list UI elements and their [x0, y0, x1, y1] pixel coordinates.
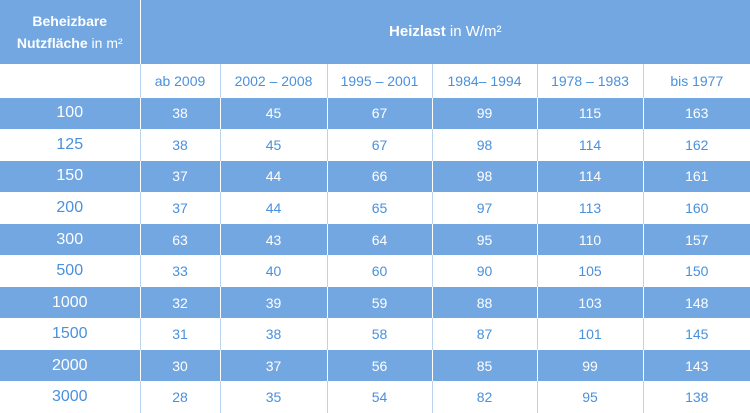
- area-label: Beheizbare: [32, 13, 108, 30]
- data-row: 300 63 43 64 95 110 157: [0, 223, 750, 256]
- load-unit: in W/m²: [449, 23, 502, 41]
- load-cell: 59: [326, 286, 432, 319]
- area-cell: 1500: [51, 325, 88, 343]
- load-cell: 162: [642, 129, 750, 161]
- area-cell: 125: [56, 135, 84, 153]
- load-cell: 148: [642, 286, 750, 319]
- load-cell: 103: [536, 286, 643, 319]
- load-cell: 67: [326, 97, 432, 130]
- load-cell: 90: [431, 255, 537, 287]
- load-cell: 88: [431, 286, 537, 319]
- load-cell: 66: [326, 160, 432, 193]
- area-cell: 100: [56, 104, 84, 122]
- load-cell: 33: [139, 255, 220, 287]
- data-row: 1500 31 38 58 87 101 145: [0, 318, 750, 350]
- area-cell: 3000: [51, 388, 88, 406]
- period-header: 2002 – 2008: [219, 64, 327, 98]
- load-cell: 82: [431, 381, 537, 413]
- load-cell: 60: [326, 255, 432, 287]
- load-cell: 64: [326, 223, 432, 256]
- load-cell: 101: [536, 318, 643, 350]
- period-header: ab 2009: [139, 64, 220, 98]
- period-header: 1984– 1994: [431, 64, 537, 98]
- load-cell: 113: [536, 192, 643, 224]
- load-cell: 85: [431, 349, 537, 382]
- period-header: bis 1977: [642, 64, 750, 98]
- area-unit: in m²: [91, 35, 123, 52]
- data-row: 100 38 45 67 99 115 163: [0, 97, 750, 130]
- period-header: 1978 – 1983: [536, 64, 643, 98]
- load-cell: 98: [431, 160, 537, 193]
- load-cell: 28: [139, 381, 220, 413]
- load-cell: 95: [536, 381, 643, 413]
- load-cell: 114: [536, 160, 643, 193]
- load-cell: 98: [431, 129, 537, 161]
- area-cell: 300: [56, 230, 84, 248]
- load-cell: 31: [139, 318, 220, 350]
- load-cell: 32: [139, 286, 220, 319]
- data-row: 125 38 45 67 98 114 162: [0, 129, 750, 161]
- load-cell: 160: [642, 192, 750, 224]
- period-header: 1995 – 2001: [326, 64, 432, 98]
- load-cell: 67: [326, 129, 432, 161]
- header-row: Beheizbare Nutzfläche in m² Heizlast in …: [0, 0, 750, 65]
- area-label: Nutzfläche: [16, 35, 88, 52]
- data-row: 200 37 44 65 97 113 160: [0, 192, 750, 224]
- load-cell: 38: [139, 97, 220, 130]
- data-row: 1000 32 39 59 88 103 148: [0, 286, 750, 319]
- load-cell: 44: [219, 192, 327, 224]
- data-row: 500 33 40 60 90 105 150: [0, 255, 750, 287]
- load-cell: 143: [642, 349, 750, 382]
- load-cell: 99: [431, 97, 537, 130]
- load-cell: 63: [139, 223, 220, 256]
- load-cell: 58: [326, 318, 432, 350]
- load-label: Heizlast: [389, 23, 446, 41]
- data-row: 2000 30 37 56 85 99 143: [0, 349, 750, 382]
- load-cell: 97: [431, 192, 537, 224]
- load-cell: 40: [219, 255, 327, 287]
- load-cell: 157: [642, 223, 750, 256]
- load-cell: 43: [219, 223, 327, 256]
- load-cell: 99: [536, 349, 643, 382]
- load-cell: 54: [326, 381, 432, 413]
- load-cell: 163: [642, 97, 750, 130]
- load-cell: 38: [219, 318, 327, 350]
- load-cell: 65: [326, 192, 432, 224]
- load-cell: 56: [326, 349, 432, 382]
- load-cell: 37: [139, 192, 220, 224]
- period-row: ab 2009 2002 – 2008 1995 – 2001 1984– 1994 1…: [0, 64, 750, 98]
- load-cell: 39: [219, 286, 327, 319]
- load-cell: 87: [431, 318, 537, 350]
- load-cell: 145: [642, 318, 750, 350]
- area-cell: 150: [56, 167, 84, 185]
- data-row: 150 37 44 66 98 114 161: [0, 160, 750, 193]
- load-cell: 45: [219, 97, 327, 130]
- load-cell: 150: [642, 255, 750, 287]
- area-header: Beheizbare Nutzfläche in m²: [0, 0, 140, 64]
- load-cell: 38: [139, 129, 220, 161]
- area-cell: 1000: [51, 293, 88, 311]
- load-cell: 37: [219, 349, 327, 382]
- area-cell: 2000: [51, 356, 88, 374]
- load-cell: 30: [139, 349, 220, 382]
- area-cell: 500: [56, 262, 84, 280]
- empty-cell: [0, 64, 140, 98]
- load-cell: 35: [219, 381, 327, 413]
- load-cell: 110: [536, 223, 643, 256]
- load-cell: 45: [219, 129, 327, 161]
- load-cell: 115: [536, 97, 643, 130]
- load-cell: 37: [139, 160, 220, 193]
- load-cell: 161: [642, 160, 750, 193]
- load-cell: 114: [536, 129, 643, 161]
- data-row: 3000 28 35 54 82 95 138: [0, 381, 750, 413]
- load-cell: 138: [642, 381, 750, 413]
- load-cell: 44: [219, 160, 327, 193]
- load-header: Heizlast in W/m²: [139, 0, 750, 65]
- load-cell: 95: [431, 223, 537, 256]
- area-cell: 200: [56, 199, 84, 216]
- load-cell: 105: [536, 255, 643, 287]
